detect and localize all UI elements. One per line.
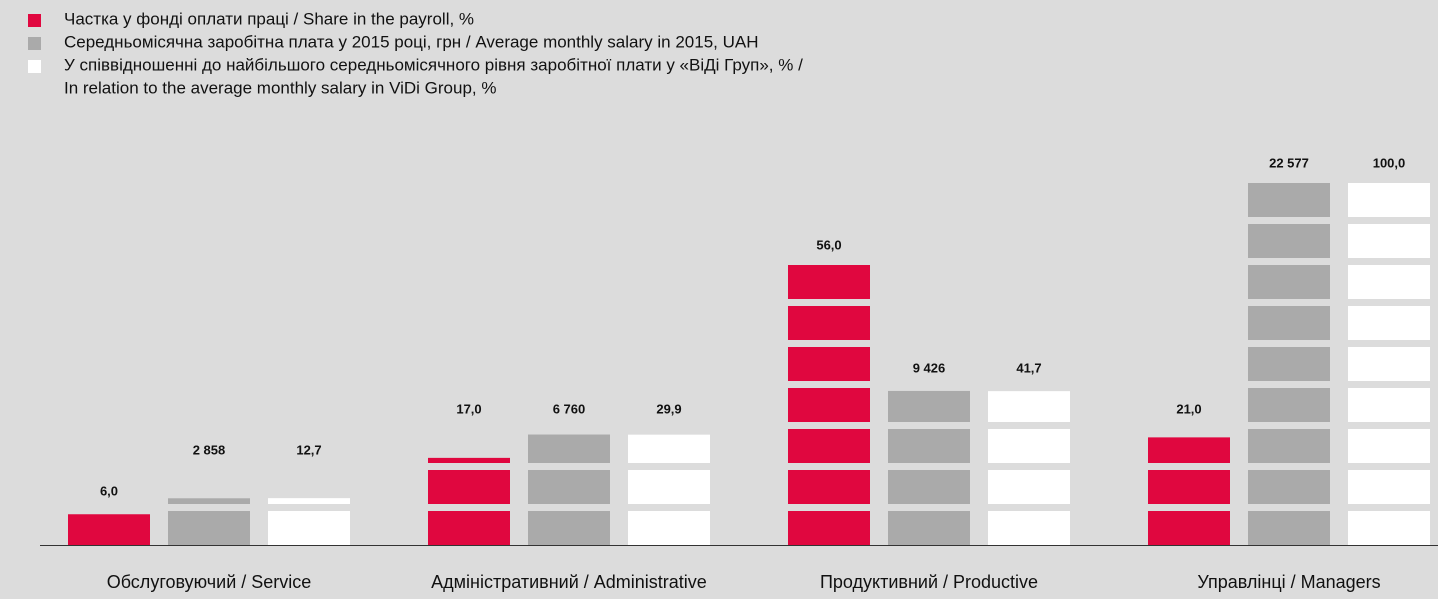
bar-block bbox=[1248, 265, 1330, 299]
bar-block bbox=[1248, 470, 1330, 504]
legend-swatch bbox=[28, 60, 41, 73]
bar bbox=[888, 390, 970, 545]
bar-block bbox=[1348, 429, 1430, 463]
value-label: 17,0 bbox=[456, 401, 481, 416]
value-label: 22 577 bbox=[1269, 155, 1309, 170]
bar-block bbox=[1148, 470, 1230, 504]
bar-block bbox=[1248, 306, 1330, 340]
bar bbox=[68, 514, 150, 545]
bar-block bbox=[888, 470, 970, 504]
bar bbox=[528, 434, 610, 545]
bar-block bbox=[528, 511, 610, 545]
category-label: Управлінці / Managers bbox=[1197, 572, 1380, 592]
bar-block bbox=[788, 511, 870, 545]
legend-swatch bbox=[28, 14, 41, 27]
bar bbox=[428, 457, 510, 545]
bar-block bbox=[1248, 511, 1330, 545]
value-label: 12,7 bbox=[296, 442, 321, 457]
bar-block bbox=[888, 390, 970, 422]
bar-block bbox=[1248, 429, 1330, 463]
bar-block bbox=[1248, 183, 1330, 217]
bar-block bbox=[168, 511, 250, 545]
bar-block bbox=[988, 511, 1070, 545]
legend-label: Частка у фонді оплати праці / Share in t… bbox=[64, 9, 474, 28]
bar-block bbox=[988, 391, 1070, 422]
bar-block bbox=[628, 511, 710, 545]
bar-block bbox=[788, 388, 870, 422]
value-label: 21,0 bbox=[1176, 401, 1201, 416]
bar-block bbox=[268, 511, 350, 545]
bar-block bbox=[1348, 388, 1430, 422]
bar-block bbox=[528, 434, 610, 463]
bar-block bbox=[988, 429, 1070, 463]
bar bbox=[1348, 183, 1430, 545]
bar-block bbox=[788, 429, 870, 463]
bar-block bbox=[888, 429, 970, 463]
legend-label: У співвідношенні до найбільшого середньо… bbox=[64, 55, 803, 74]
bar-block bbox=[788, 470, 870, 504]
bar-block bbox=[1248, 347, 1330, 381]
legend-label: Середньомісячна заробітна плата у 2015 р… bbox=[64, 32, 759, 51]
bar bbox=[788, 265, 870, 545]
bar-block bbox=[1348, 347, 1430, 381]
bar-block bbox=[168, 498, 250, 504]
value-label: 6 760 bbox=[553, 401, 586, 416]
value-label: 100,0 bbox=[1373, 155, 1406, 170]
bar-block bbox=[788, 265, 870, 299]
bar bbox=[268, 498, 350, 545]
value-label: 9 426 bbox=[913, 360, 946, 375]
bar bbox=[168, 498, 250, 545]
bar bbox=[628, 434, 710, 545]
bar-block bbox=[268, 498, 350, 504]
value-label: 29,9 bbox=[656, 401, 681, 416]
bar bbox=[1148, 437, 1230, 545]
value-label: 56,0 bbox=[816, 237, 841, 252]
bar-block bbox=[1148, 511, 1230, 545]
category-label: Обслуговуючий / Service bbox=[107, 572, 312, 592]
bar-block bbox=[1348, 265, 1430, 299]
bar-block bbox=[988, 470, 1070, 504]
bar bbox=[988, 391, 1070, 545]
category-label: Продуктивний / Productive bbox=[820, 572, 1038, 592]
bar-block bbox=[888, 511, 970, 545]
bar-block bbox=[1348, 511, 1430, 545]
bar-block bbox=[1148, 437, 1230, 463]
bar-block bbox=[1348, 470, 1430, 504]
bar-block bbox=[1248, 224, 1330, 258]
bar-block bbox=[528, 470, 610, 504]
bar-block bbox=[428, 511, 510, 545]
bar-block bbox=[1348, 183, 1430, 217]
bar-block bbox=[428, 470, 510, 504]
value-label: 6,0 bbox=[100, 483, 118, 498]
category-label: Адміністративний / Administrative bbox=[431, 572, 707, 592]
legend-swatch bbox=[28, 37, 41, 50]
value-label: 41,7 bbox=[1016, 360, 1041, 375]
bar-block bbox=[1348, 306, 1430, 340]
bar-block bbox=[68, 514, 150, 545]
value-label: 2 858 bbox=[193, 442, 226, 457]
bar-block bbox=[788, 306, 870, 340]
bar-block bbox=[1348, 224, 1430, 258]
bar-block bbox=[628, 470, 710, 504]
bar-block bbox=[428, 457, 510, 463]
bar-block bbox=[1248, 388, 1330, 422]
bar bbox=[1248, 183, 1330, 545]
bar-block bbox=[788, 347, 870, 381]
bar-block bbox=[628, 434, 710, 463]
legend-label: In relation to the average monthly salar… bbox=[64, 78, 496, 97]
